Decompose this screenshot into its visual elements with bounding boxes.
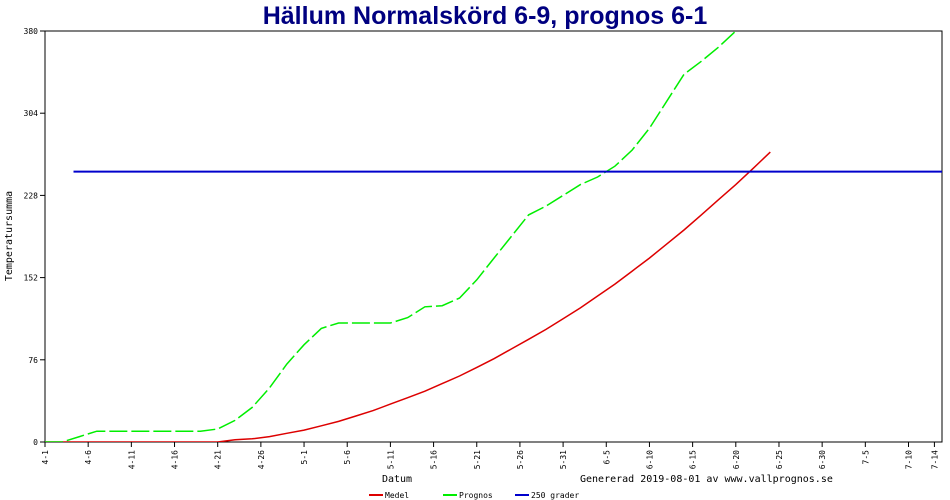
x-tick-label: 6-30 bbox=[818, 450, 827, 469]
y-tick-label: 76 bbox=[28, 356, 38, 365]
x-tick-label: 5-21 bbox=[473, 450, 482, 469]
footer-text: Genererad 2019-08-01 av www.vallprognos.… bbox=[580, 474, 833, 485]
x-tick-label: 6-15 bbox=[689, 450, 698, 469]
y-axis-label: Temperatursumma bbox=[4, 191, 15, 281]
x-axis-label: Datum bbox=[382, 474, 412, 485]
x-tick-label: 6-10 bbox=[645, 450, 654, 469]
plot-area-frame bbox=[44, 30, 943, 443]
series-line-medel bbox=[45, 151, 771, 442]
y-tick-label: 0 bbox=[33, 438, 38, 447]
x-tick-label: 4-11 bbox=[127, 450, 136, 469]
x-tick-label: 4-6 bbox=[84, 450, 93, 465]
x-tick-label: 6-25 bbox=[775, 450, 784, 469]
legend: Medel Prognos 250 grader bbox=[369, 491, 579, 500]
x-tick-label: 5-11 bbox=[386, 450, 395, 469]
x-axis: 4-1 4-6 4-11 4-16 4-21 4-26 5-1 5-6 5-11 5-16 5-21… bbox=[41, 442, 939, 469]
x-tick-label: 4-21 bbox=[214, 450, 223, 469]
chart-title: Hällum Normalskörd 6-9, prognos 6-1 bbox=[262, 2, 708, 30]
x-tick-label: 7-5 bbox=[861, 450, 870, 465]
x-tick-label: 5-31 bbox=[559, 450, 568, 469]
x-tick-label: 4-16 bbox=[171, 450, 180, 469]
x-tick-label: 7-10 bbox=[905, 450, 914, 469]
x-tick-label: 5-16 bbox=[430, 450, 439, 469]
x-tick-label: 5-1 bbox=[300, 450, 309, 465]
y-tick-label: 304 bbox=[24, 109, 39, 118]
legend-label: Medel bbox=[385, 491, 409, 500]
y-tick-label: 380 bbox=[24, 27, 39, 36]
x-tick-label: 4-1 bbox=[41, 450, 50, 465]
legend-label: Prognos bbox=[459, 491, 493, 500]
x-tick-label: 6-5 bbox=[602, 450, 611, 465]
legend-label: 250 grader bbox=[531, 491, 579, 500]
y-axis: 0 76 152 228 304 380 bbox=[24, 27, 45, 447]
x-tick-label: 5-6 bbox=[343, 450, 352, 465]
series-line-prognos bbox=[45, 31, 738, 442]
x-tick-label: 7-14 bbox=[930, 450, 939, 469]
series-group bbox=[45, 31, 942, 442]
y-tick-label: 228 bbox=[24, 191, 39, 200]
x-tick-label: 6-20 bbox=[732, 450, 741, 469]
y-tick-label: 152 bbox=[24, 274, 39, 283]
x-tick-label: 5-26 bbox=[516, 450, 525, 469]
x-tick-label: 4-26 bbox=[257, 450, 266, 469]
